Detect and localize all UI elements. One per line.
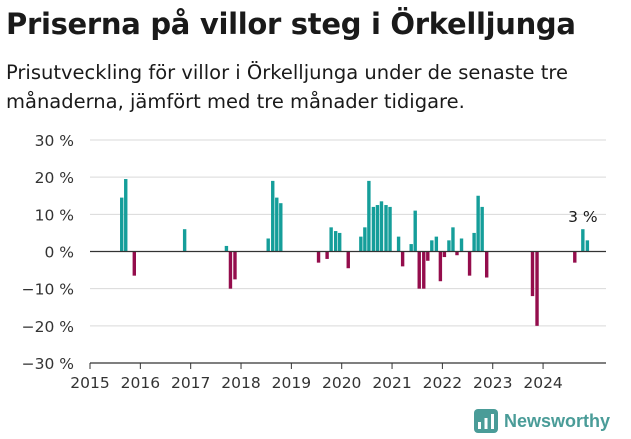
bar-47: [573, 251, 577, 263]
y-tick-label: 10 %: [35, 206, 74, 224]
x-tick-label: 2015: [70, 374, 109, 392]
bar-38: [455, 251, 459, 256]
bars: [120, 179, 590, 326]
bar-30: [422, 251, 426, 289]
bar-0: [120, 197, 124, 252]
bar-49: [585, 240, 590, 252]
bar-45: [530, 251, 535, 297]
newsworthy-logo-icon: [474, 409, 498, 433]
bar-16: [346, 251, 350, 269]
x-tick-label: 2022: [423, 374, 462, 392]
bar-5: [228, 251, 233, 289]
bar-40: [467, 251, 472, 276]
newsworthy-logo: Newsworthy: [474, 406, 610, 436]
bar-1: [124, 179, 128, 252]
bar-37: [451, 227, 455, 252]
y-tick-label: 30 %: [35, 132, 74, 150]
y-tick-label: −20 %: [22, 318, 74, 336]
data-label-latest: 3 %: [568, 208, 598, 226]
bar-27: [409, 244, 413, 252]
x-axis-tick-labels: 2015 2016 2017 2018 2019 2020 2021 2022 2023 2024: [70, 363, 563, 392]
bar-7: [266, 238, 270, 252]
x-tick-label: 2016: [121, 374, 160, 392]
x-tick-label: 2020: [322, 374, 361, 392]
bar-48: [581, 229, 585, 252]
bar-19: [367, 180, 371, 252]
bar-46: [535, 251, 539, 326]
chart-subtitle: Prisutveckling för villor i Örkelljunga …: [6, 61, 568, 113]
bar-41: [472, 232, 476, 252]
y-tick-label: −10 %: [22, 281, 74, 299]
brand-name: Newsworthy: [504, 410, 611, 431]
bar-12: [325, 251, 329, 259]
y-tick-label: −30 %: [22, 355, 74, 373]
x-tick-label: 2021: [372, 374, 411, 392]
bar-21: [375, 205, 380, 252]
bar-15: [337, 232, 342, 252]
bar-22: [379, 201, 384, 252]
bar-34: [438, 251, 443, 282]
x-axis: [90, 250, 606, 364]
bar-6: [233, 251, 237, 280]
bar-25: [396, 236, 401, 252]
bar-33: [434, 236, 439, 252]
bar-31: [426, 251, 430, 261]
bar-26: [400, 251, 405, 267]
bar-3: [182, 229, 187, 252]
chart-title: Priserna på villor steg i Örkelljunga: [6, 7, 576, 41]
bar-39: [459, 238, 464, 252]
x-tick-label: 2023: [473, 374, 512, 392]
x-tick-label: 2018: [221, 374, 260, 392]
bar-14: [333, 231, 338, 252]
bar-29: [417, 251, 421, 289]
bar-44: [484, 251, 489, 278]
bar-18: [363, 227, 367, 252]
y-tick-label: 20 %: [35, 169, 74, 187]
bar-17: [359, 236, 363, 252]
bar-24: [388, 206, 392, 252]
y-tick-label: 0 %: [44, 244, 74, 262]
x-tick-label: 2019: [272, 374, 311, 392]
bar-10: [279, 203, 283, 252]
bar-20: [371, 206, 376, 252]
annotations: 3 %: [568, 208, 598, 226]
bar-23: [384, 205, 388, 252]
bar-11: [316, 251, 321, 263]
bar-4: [224, 245, 229, 252]
bar-43: [480, 206, 484, 252]
x-tick-label: 2017: [171, 374, 210, 392]
bar-35: [442, 251, 447, 258]
bar-28: [413, 210, 417, 252]
bar-42: [476, 195, 480, 252]
bar-8: [271, 180, 275, 252]
bar-13: [329, 227, 333, 252]
bar-36: [447, 240, 451, 252]
y-axis-tick-labels: 30 % 20 % 10 % 0 % −10 % −20 % −30 %: [22, 132, 74, 373]
bar-2: [132, 251, 136, 276]
bar-9: [275, 197, 279, 252]
bar-32: [430, 240, 434, 252]
x-tick-label: 2024: [523, 374, 562, 392]
